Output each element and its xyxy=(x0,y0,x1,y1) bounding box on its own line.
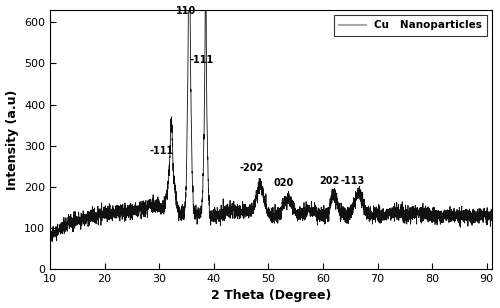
Text: 202: 202 xyxy=(320,176,340,186)
Y-axis label: Intensity (a.u): Intensity (a.u) xyxy=(6,89,18,190)
Text: 110: 110 xyxy=(176,6,197,16)
Text: 020: 020 xyxy=(274,178,294,188)
Text: -111: -111 xyxy=(190,55,214,65)
Legend: Cu   Nanoparticles: Cu Nanoparticles xyxy=(334,15,487,35)
Text: -111: -111 xyxy=(150,146,174,156)
X-axis label: 2 Theta (Degree): 2 Theta (Degree) xyxy=(211,290,332,302)
Text: -113: -113 xyxy=(341,176,365,186)
Text: -202: -202 xyxy=(240,163,264,173)
